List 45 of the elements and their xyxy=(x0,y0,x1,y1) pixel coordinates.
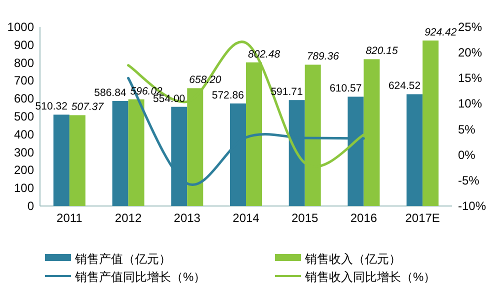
bar xyxy=(112,100,128,206)
legend-label: 销售产值同比增长（%） xyxy=(74,270,206,284)
y2-tick-label: -5% xyxy=(458,173,480,188)
y2-tick-label: 15% xyxy=(458,71,482,86)
x-tick-label: 2013 xyxy=(174,211,201,225)
x-tick-label: 2017E xyxy=(405,211,440,225)
y2-tick-label: 20% xyxy=(458,46,482,60)
y-tick-label: 900 xyxy=(14,38,34,52)
y-tick-label: 1000 xyxy=(7,20,34,34)
legend-label: 销售收入同比增长（%） xyxy=(304,270,436,284)
data-label: 610.57 xyxy=(330,82,362,95)
y-tick-label: 600 xyxy=(14,92,34,106)
bar xyxy=(69,115,86,206)
data-label: 507.37 xyxy=(71,101,105,114)
y2-tick-label: 10% xyxy=(458,96,482,111)
legend-label: 销售收入（亿元） xyxy=(304,252,401,266)
y-tick-label: 700 xyxy=(14,74,34,88)
y-tick-label: 800 xyxy=(14,56,34,70)
data-label: 586.84 xyxy=(94,86,126,99)
y2-tick-label: 25% xyxy=(458,20,482,34)
bar xyxy=(53,114,70,206)
y2-tick-label: -10% xyxy=(458,199,486,213)
data-label: 789.36 xyxy=(306,50,340,63)
x-tick-label: 2012 xyxy=(114,211,142,225)
y-tick-label: 500 xyxy=(14,110,34,124)
data-label: 624.52 xyxy=(388,80,421,92)
x-tick-label: 2014 xyxy=(232,211,260,225)
x-tick-label: 2011 xyxy=(56,211,83,225)
y-tick-label: 400 xyxy=(14,127,34,142)
data-label: 510.32 xyxy=(35,100,68,113)
legend-label: 销售产值（亿元） xyxy=(74,252,171,266)
y2-tick-label: 0% xyxy=(458,148,476,162)
y-tick-label: 200 xyxy=(14,163,34,178)
bar xyxy=(406,94,423,206)
bar xyxy=(128,99,144,206)
x-tick-label: 2015 xyxy=(292,211,319,225)
y-tick-label: 100 xyxy=(14,181,34,196)
data-label: 924.42 xyxy=(424,26,457,39)
data-label: 572.86 xyxy=(212,89,244,102)
y-tick-label: 0 xyxy=(27,199,34,213)
bar xyxy=(422,40,439,206)
y-tick-label: 300 xyxy=(14,145,34,160)
x-tick-label: 2016 xyxy=(350,211,378,225)
y2-tick-label: 5% xyxy=(458,122,476,136)
data-label: 820.15 xyxy=(366,45,398,58)
